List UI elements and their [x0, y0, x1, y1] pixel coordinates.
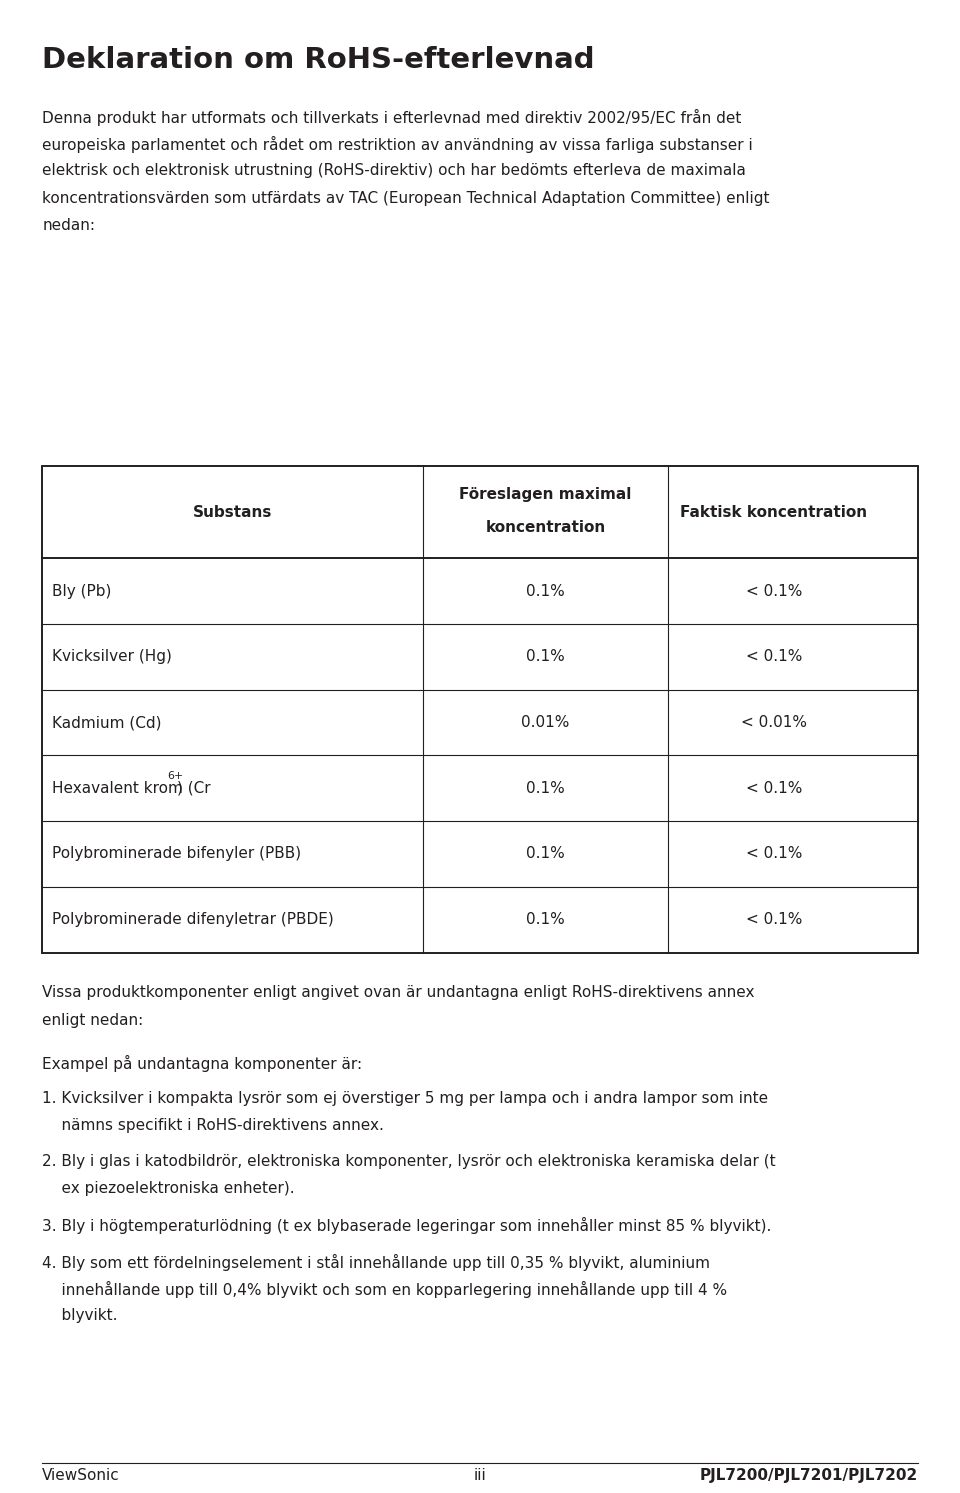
Text: 0.01%: 0.01% [521, 715, 570, 730]
Text: europeiska parlamentet och rådet om restriktion av användning av vissa farliga s: europeiska parlamentet och rådet om rest… [42, 136, 753, 154]
Text: enligt nedan:: enligt nedan: [42, 1012, 143, 1027]
Text: Exampel på undantagna komponenter är:: Exampel på undantagna komponenter är: [42, 1054, 362, 1072]
Text: 3. Bly i högtemperaturlödning (t ex blybaserade legeringar som innehåller minst : 3. Bly i högtemperaturlödning (t ex blyb… [42, 1217, 772, 1235]
Text: Kadmium (Cd): Kadmium (Cd) [52, 715, 161, 730]
Text: Faktisk koncentration: Faktisk koncentration [681, 505, 867, 520]
Text: 1. Kvicksilver i kompakta lysrör som ej överstiger 5 mg per lampa och i andra la: 1. Kvicksilver i kompakta lysrör som ej … [42, 1091, 768, 1106]
Text: < 0.1%: < 0.1% [746, 847, 802, 861]
Text: 0.1%: 0.1% [526, 584, 565, 599]
Text: elektrisk och elektronisk utrustning (RoHS-direktiv) och har bedömts efterleva d: elektrisk och elektronisk utrustning (Ro… [42, 163, 746, 178]
Text: 6+: 6+ [168, 772, 183, 781]
Text: 2. Bly i glas i katodbildrör, elektroniska komponenter, lysrör och elektroniska : 2. Bly i glas i katodbildrör, elektronis… [42, 1154, 776, 1169]
Text: 4. Bly som ett fördelningselement i stål innehållande upp till 0,35 % blyvikt, a: 4. Bly som ett fördelningselement i stål… [42, 1254, 710, 1271]
Text: PJL7200/PJL7201/PJL7202: PJL7200/PJL7201/PJL7202 [700, 1468, 918, 1483]
Text: nedan:: nedan: [42, 218, 95, 233]
Text: Denna produkt har utformats och tillverkats i efterlevnad med direktiv 2002/95/E: Denna produkt har utformats och tillverk… [42, 109, 742, 125]
Text: 0.1%: 0.1% [526, 649, 565, 664]
Text: Polybrominerade bifenyler (PBB): Polybrominerade bifenyler (PBB) [52, 847, 301, 861]
Text: Föreslagen maximal: Föreslagen maximal [460, 487, 632, 502]
Text: iii: iii [473, 1468, 487, 1483]
Text: < 0.01%: < 0.01% [741, 715, 806, 730]
Text: innehållande upp till 0,4% blyvikt och som en kopparlegering innehållande upp ti: innehållande upp till 0,4% blyvikt och s… [42, 1281, 728, 1297]
Text: Bly (Pb): Bly (Pb) [52, 584, 111, 599]
Text: blyvikt.: blyvikt. [42, 1308, 118, 1323]
Text: Deklaration om RoHS-efterlevnad: Deklaration om RoHS-efterlevnad [42, 46, 595, 75]
Text: koncentration: koncentration [486, 520, 606, 534]
Text: < 0.1%: < 0.1% [746, 584, 802, 599]
Text: Hexavalent krom (Cr: Hexavalent krom (Cr [52, 781, 210, 796]
Text: < 0.1%: < 0.1% [746, 781, 802, 796]
Text: Polybrominerade difenyletrar (PBDE): Polybrominerade difenyletrar (PBDE) [52, 912, 333, 927]
Text: Substans: Substans [193, 505, 273, 520]
Text: Vissa produktkomponenter enligt angivet ovan är undantagna enligt RoHS-direktive: Vissa produktkomponenter enligt angivet … [42, 985, 755, 1000]
Text: 0.1%: 0.1% [526, 781, 565, 796]
Text: < 0.1%: < 0.1% [746, 649, 802, 664]
Text: 0.1%: 0.1% [526, 912, 565, 927]
Text: ViewSonic: ViewSonic [42, 1468, 120, 1483]
Text: ex piezoelektroniska enheter).: ex piezoelektroniska enheter). [42, 1181, 295, 1196]
Text: 0.1%: 0.1% [526, 847, 565, 861]
Text: ): ) [177, 781, 182, 796]
Text: Kvicksilver (Hg): Kvicksilver (Hg) [52, 649, 172, 664]
Text: koncentrationsvärden som utfärdats av TAC (European Technical Adaptation Committ: koncentrationsvärden som utfärdats av TA… [42, 191, 770, 206]
Text: < 0.1%: < 0.1% [746, 912, 802, 927]
Text: nämns specifikt i RoHS-direktivens annex.: nämns specifikt i RoHS-direktivens annex… [42, 1118, 384, 1133]
